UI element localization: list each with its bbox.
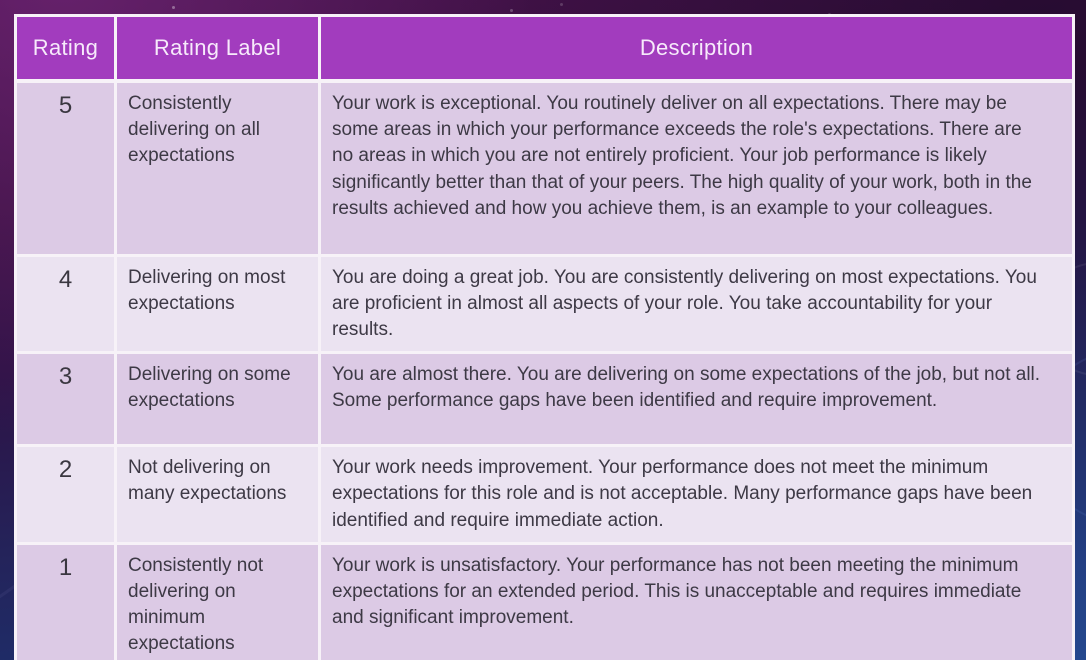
rating-label: Consistently not delivering on minimum e…: [114, 541, 321, 660]
table-row-rating-3: 3 Delivering on some expectations You ar…: [14, 351, 1075, 448]
rating-value: 3: [14, 351, 117, 448]
background-star-dot: [828, 13, 831, 16]
rating-label: Consistently delivering on all expectati…: [114, 79, 321, 257]
column-header-description: Description: [318, 14, 1075, 83]
rating-value: 1: [14, 541, 117, 660]
rating-description: You are almost there. You are delivering…: [318, 351, 1075, 448]
table-row-rating-4: 4 Delivering on most expectations You ar…: [14, 253, 1075, 355]
rating-label: Delivering on most expectations: [114, 253, 321, 355]
rating-label: Delivering on some expectations: [114, 351, 321, 448]
rating-value: 4: [14, 253, 117, 355]
column-header-rating: Rating: [14, 14, 117, 83]
rating-description: Your work is exceptional. You routinely …: [318, 79, 1075, 257]
background-star-dot: [510, 9, 513, 12]
rating-description: Your work is unsatisfactory. Your perfor…: [318, 541, 1075, 660]
rating-value: 2: [14, 444, 117, 545]
table-header-row: Rating Rating Label Description: [14, 14, 1075, 83]
column-header-rating-label: Rating Label: [114, 14, 321, 83]
table-row-rating-5: 5 Consistently delivering on all expecta…: [14, 79, 1075, 257]
background-star-dot: [560, 3, 563, 6]
rating-label: Not delivering on many expectations: [114, 444, 321, 545]
table-row-rating-2: 2 Not delivering on many expectations Yo…: [14, 444, 1075, 545]
rating-scale-table: Rating Rating Label Description 5 Consis…: [14, 14, 1075, 660]
rating-value: 5: [14, 79, 117, 257]
table-row-rating-1: 1 Consistently not delivering on minimum…: [14, 541, 1075, 660]
rating-description: Your work needs improvement. Your perfor…: [318, 444, 1075, 545]
background-star-dot: [172, 6, 175, 9]
rating-description: You are doing a great job. You are consi…: [318, 253, 1075, 355]
